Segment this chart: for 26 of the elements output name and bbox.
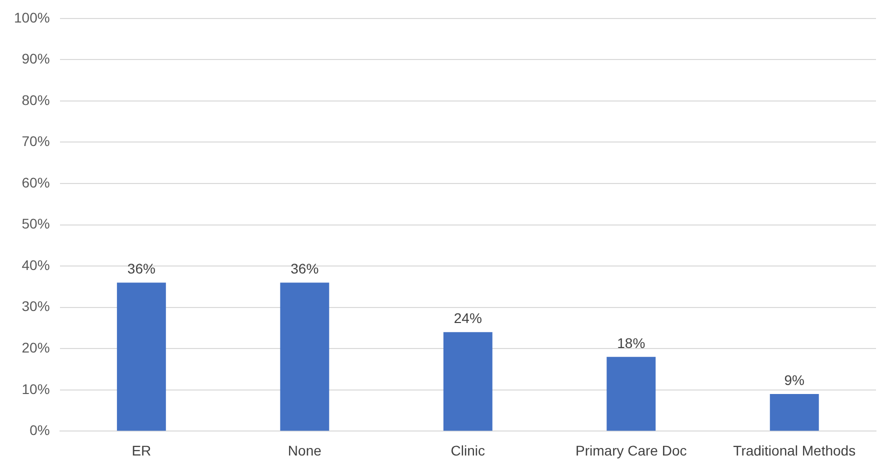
x-tick-label: None	[288, 442, 322, 458]
x-tick-label: ER	[132, 442, 152, 458]
y-tick-label: 50%	[22, 216, 50, 232]
y-tick-label: 80%	[22, 92, 50, 108]
x-tick-label: Clinic	[450, 442, 486, 458]
bar	[606, 356, 656, 431]
y-tick-label: 90%	[22, 50, 50, 67]
y-tick-label: 10%	[22, 380, 50, 397]
data-label: 9%	[784, 372, 804, 388]
bar	[770, 394, 819, 431]
y-tick-label: 0%	[30, 422, 50, 438]
y-tick-label: 100%	[14, 9, 50, 26]
y-tick-label: 60%	[22, 174, 50, 190]
data-label: 18%	[617, 334, 646, 351]
y-tick-label: 30%	[22, 298, 50, 314]
x-tick-label: Primary Care Doc	[576, 442, 687, 458]
y-tick-label: 20%	[22, 340, 50, 356]
bar	[116, 282, 166, 431]
bar	[443, 332, 492, 431]
data-label: 24%	[454, 310, 482, 326]
data-label: 36%	[127, 260, 156, 276]
data-label: 36%	[290, 260, 319, 276]
bar	[280, 282, 330, 431]
x-tick-label: Traditional Methods	[733, 442, 856, 458]
y-tick-label: 70%	[22, 133, 50, 150]
y-tick-label: 40%	[22, 256, 50, 273]
